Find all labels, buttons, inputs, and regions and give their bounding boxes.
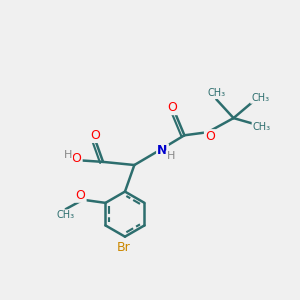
Text: CH₃: CH₃	[251, 93, 269, 103]
Text: O: O	[76, 189, 85, 202]
Text: CH₃: CH₃	[57, 210, 75, 220]
Text: CH₃: CH₃	[253, 122, 271, 133]
Text: N: N	[157, 144, 168, 158]
Text: O: O	[205, 130, 215, 143]
Text: O: O	[90, 129, 100, 142]
Text: H: H	[167, 151, 175, 161]
Text: O: O	[167, 101, 177, 114]
Text: O: O	[71, 152, 81, 165]
Text: Br: Br	[116, 241, 130, 254]
Text: CH₃: CH₃	[207, 88, 225, 98]
Text: H: H	[64, 150, 72, 160]
